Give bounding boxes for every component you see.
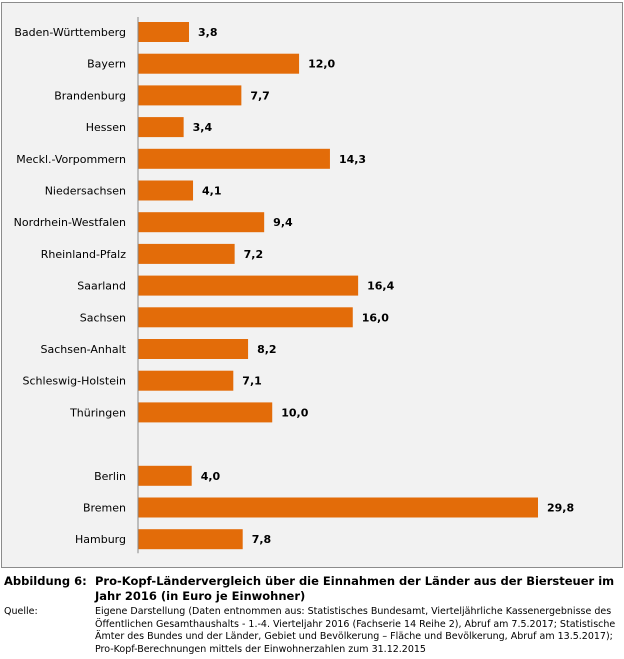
data-label: 3,4: [193, 121, 213, 134]
category-label: Niedersachsen: [45, 185, 126, 198]
bar: [138, 212, 265, 233]
category-label: Hamburg: [75, 533, 126, 546]
bar: [138, 370, 234, 391]
category-label: Hessen: [86, 121, 126, 134]
data-label: 7,8: [252, 533, 272, 546]
bar: [138, 497, 538, 518]
data-label: 7,2: [244, 248, 263, 261]
data-label: 16,4: [367, 280, 394, 293]
data-label: 4,0: [201, 470, 221, 483]
bar: [138, 22, 190, 42]
bar: [138, 148, 330, 169]
data-label: 9,4: [273, 216, 293, 229]
data-label: 10,0: [281, 406, 308, 419]
category-label: Berlin: [94, 470, 126, 483]
category-label: Nordrhein-Westfalen: [14, 216, 126, 229]
bar-chart: Baden-Württemberg 3,8 Bayern 12,0 Brandenbur…: [1, 2, 623, 568]
bar: [138, 307, 353, 328]
figure-label: Abbildung 6:: [4, 574, 87, 588]
bar: [138, 402, 273, 423]
data-label: 29,8: [547, 502, 574, 515]
data-label: 14,3: [339, 153, 366, 166]
category-label: Baden-Württemberg: [14, 26, 126, 39]
bar: [138, 53, 300, 74]
bar: [138, 180, 194, 201]
data-label: 7,7: [250, 89, 270, 102]
data-label: 4,1: [202, 185, 222, 198]
category-label: Saarland: [77, 280, 126, 293]
bar: [138, 529, 243, 550]
data-label: 8,2: [257, 343, 277, 356]
category-label: Sachsen: [80, 311, 126, 324]
data-label: 7,1: [242, 375, 261, 388]
bar: [138, 275, 359, 296]
category-label: Bayern: [87, 58, 126, 71]
category-label: Rheinland-Pfalz: [41, 248, 126, 261]
figure-title: Pro-Kopf-Ländervergleich über die Einnah…: [95, 574, 615, 603]
category-label: Meckl.-Vorpommern: [16, 153, 126, 166]
data-label: 16,0: [362, 311, 389, 324]
bar: [138, 243, 235, 264]
bar: [138, 117, 184, 138]
source-text: Eigene Darstellung (Daten entnommen aus:…: [95, 606, 616, 655]
source-label: Quelle:: [4, 606, 38, 617]
category-label: Sachsen-Anhalt: [40, 343, 126, 356]
category-label: Schleswig-Holstein: [23, 375, 126, 388]
bar: [138, 465, 192, 486]
chart-svg: Baden-Württemberg 3,8 Bayern 12,0 Brandenbur…: [14, 17, 574, 554]
category-label: Brandenburg: [54, 89, 126, 102]
bar: [138, 339, 249, 359]
category-label: Bremen: [83, 502, 126, 515]
data-label: 3,8: [198, 26, 218, 39]
data-label: 12,0: [308, 58, 335, 71]
bar: [138, 85, 242, 106]
category-label: Thüringen: [69, 406, 126, 419]
